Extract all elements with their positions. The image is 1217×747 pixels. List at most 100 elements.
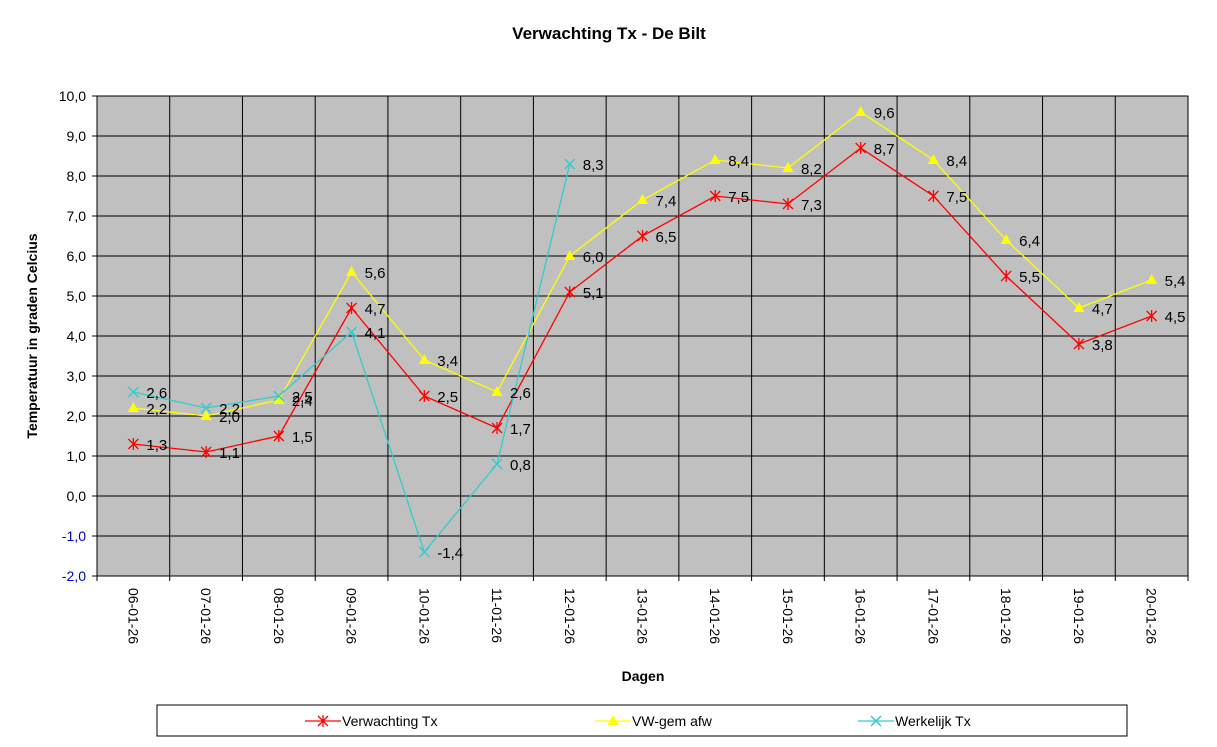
triangle-marker: [1073, 302, 1085, 312]
x-marker: [346, 326, 358, 338]
star-marker: [855, 142, 867, 154]
triangle-marker: [855, 106, 867, 116]
triangle-marker: [607, 715, 619, 725]
data-label: 8,3: [583, 157, 604, 174]
series-verwachting-tx: [127, 142, 1158, 458]
data-label: 5,5: [1019, 269, 1040, 286]
data-label: 5,6: [365, 265, 386, 282]
triangle-marker: [346, 266, 358, 276]
star-marker: [709, 190, 721, 202]
data-label: 2,0: [219, 409, 240, 426]
data-label: 1,1: [219, 445, 240, 462]
star-marker: [317, 715, 329, 727]
star-marker: [1000, 270, 1012, 282]
data-labels: 1,3 1,1 1,5 4,7 2,5 1,7 5,1 6,5 7,5 7,3 8,7 7,5 5,5 3…: [146, 105, 1185, 562]
x-marker: [200, 402, 212, 414]
data-label: 4,7: [365, 301, 386, 318]
star-marker: [418, 390, 430, 402]
x-marker: [127, 386, 139, 398]
x-marker: [491, 458, 503, 470]
star-marker: [127, 438, 139, 450]
triangle-marker: [127, 402, 139, 412]
triangle-marker: [782, 162, 794, 172]
star-marker: [1146, 310, 1158, 322]
x-tick-label: 06-01-26: [125, 588, 141, 644]
triangle-marker: [1000, 234, 1012, 244]
x-tick-label: 13-01-26: [635, 588, 651, 644]
x-tick-label: 16-01-26: [853, 588, 869, 644]
data-label: 7,3: [801, 197, 822, 214]
triangle-marker: [927, 154, 939, 164]
y-tick-label: 2,0: [67, 408, 87, 424]
y-tick-label: 9,0: [67, 128, 87, 144]
x-tick-label: 08-01-26: [271, 588, 287, 644]
x-axis-ticks: 06-01-26 07-01-26 08-01-26 09-01-26 10-01-26…: [96, 576, 1189, 644]
y-tick-label: 10,0: [59, 88, 86, 104]
triangle-marker: [491, 386, 503, 396]
data-label: 3,8: [1092, 337, 1113, 354]
data-label: -1,4: [437, 545, 463, 562]
y-tick-label: 4,0: [67, 328, 87, 344]
x-tick-label: 11-01-26: [489, 588, 505, 643]
data-label: 7,5: [728, 189, 749, 206]
x-marker: [418, 546, 430, 558]
star-marker: [346, 302, 358, 314]
data-label: 9,6: [874, 105, 895, 122]
star-marker: [1073, 338, 1085, 350]
x-tick-label: 18-01-26: [998, 588, 1014, 644]
data-label: 4,5: [1165, 309, 1186, 326]
triangle-marker: [564, 250, 576, 260]
data-label: 2,4: [292, 393, 313, 410]
plot-area: [96, 95, 1189, 577]
x-marker: [273, 390, 285, 402]
star-marker: [782, 198, 794, 210]
y-tick-label: 1,0: [67, 448, 87, 464]
triangle-marker: [637, 194, 648, 204]
data-label: 6,5: [656, 229, 677, 246]
x-tick-label: 12-01-26: [562, 588, 578, 644]
x-tick-label: 14-01-26: [707, 588, 723, 644]
y-tick-label: 0,0: [67, 488, 87, 504]
star-marker: [927, 190, 939, 202]
y-tick-label: 3,0: [67, 368, 87, 384]
y-tick-label: -2,0: [62, 568, 86, 584]
data-label: 6,0: [583, 249, 604, 266]
legend-label: Verwachting Tx: [342, 713, 437, 729]
data-label: 8,4: [728, 153, 749, 170]
triangle-marker: [709, 154, 721, 164]
triangle-marker: [1146, 274, 1158, 284]
chart-title: Verwachting Tx - De Bilt: [512, 24, 706, 43]
data-label: 2,5: [437, 389, 458, 406]
data-label: 8,7: [874, 141, 895, 158]
data-label: 2,6: [510, 385, 531, 402]
data-label: 6,4: [1019, 233, 1040, 250]
y-tick-label: 7,0: [67, 208, 87, 224]
x-tick-label: 19-01-26: [1071, 588, 1087, 644]
star-marker: [491, 422, 503, 434]
x-tick-label: 20-01-26: [1144, 588, 1160, 644]
data-label: 7,5: [946, 189, 967, 206]
star-marker: [564, 286, 576, 298]
triangle-marker: [418, 354, 430, 364]
x-tick-label: 09-01-26: [344, 588, 360, 644]
star-marker: [200, 446, 212, 458]
data-label: 1,3: [146, 437, 167, 454]
x-tick-label: 07-01-26: [198, 588, 214, 644]
star-marker: [273, 430, 285, 442]
data-label: 2,2: [146, 401, 167, 418]
data-label: 0,8: [510, 457, 531, 474]
y-axis-label: Temperatuur in graden Celcius: [24, 233, 40, 438]
data-label: 1,7: [510, 421, 531, 438]
y-axis-ticks: -2,0 -1,0 0,0 1,0 2,0 3,0 4,0 5,0 6,0 7,0 8,0 9,0 10…: [59, 88, 97, 584]
y-tick-label: -1,0: [62, 528, 86, 544]
data-label: 5,4: [1165, 273, 1186, 290]
x-tick-label: 17-01-26: [925, 588, 941, 644]
x-tick-label: 15-01-26: [780, 588, 796, 644]
legend-label: VW-gem afw: [632, 713, 713, 729]
x-axis-label: Dagen: [622, 668, 665, 684]
y-tick-label: 6,0: [67, 248, 87, 264]
x-marker: [870, 715, 882, 727]
data-label: 8,4: [946, 153, 967, 170]
y-tick-label: 8,0: [67, 168, 87, 184]
